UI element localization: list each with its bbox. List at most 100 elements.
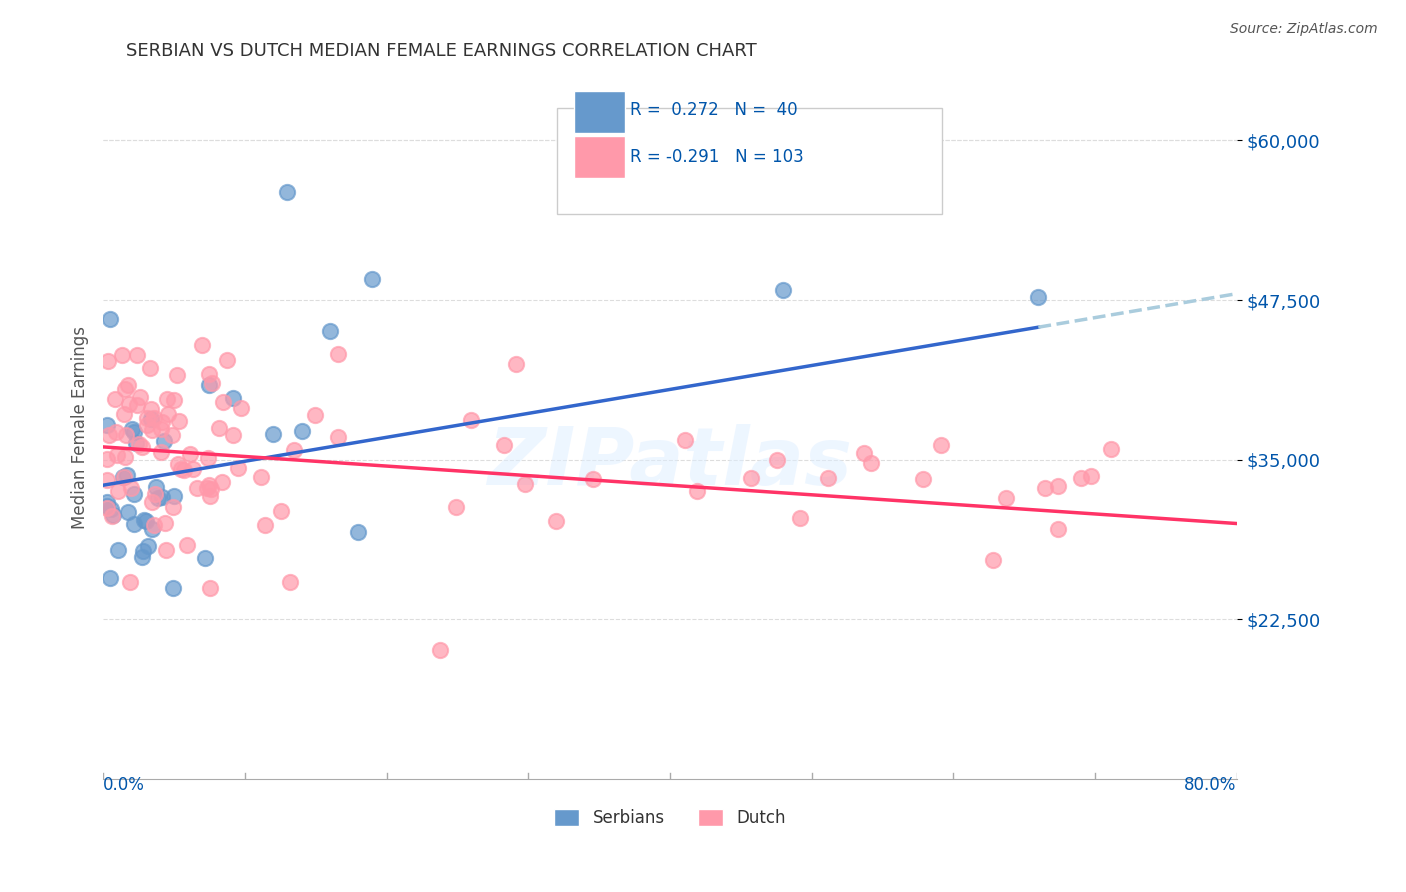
Point bbox=[995, 491, 1018, 505]
Point bbox=[429, 642, 451, 657]
Point bbox=[673, 433, 696, 447]
Point bbox=[740, 471, 762, 485]
Point bbox=[1070, 470, 1092, 484]
Point bbox=[136, 539, 159, 553]
Point bbox=[96, 417, 118, 432]
Point bbox=[929, 438, 952, 452]
Point bbox=[112, 407, 135, 421]
Point bbox=[304, 408, 326, 422]
Text: SERBIAN VS DUTCH MEDIAN FEMALE EARNINGS CORRELATION CHART: SERBIAN VS DUTCH MEDIAN FEMALE EARNINGS … bbox=[125, 42, 756, 60]
Text: 0.0%: 0.0% bbox=[103, 776, 145, 795]
Text: Source: ZipAtlas.com: Source: ZipAtlas.com bbox=[1230, 22, 1378, 37]
Point bbox=[96, 494, 118, 508]
Point bbox=[150, 490, 173, 504]
Point bbox=[912, 472, 935, 486]
Point bbox=[107, 484, 129, 499]
Point bbox=[166, 457, 188, 471]
Point bbox=[141, 402, 163, 417]
Text: R =  0.272   N =  40: R = 0.272 N = 40 bbox=[630, 102, 797, 120]
Point bbox=[160, 427, 183, 442]
Point bbox=[117, 378, 139, 392]
Point bbox=[211, 475, 233, 489]
Point bbox=[162, 582, 184, 596]
Point bbox=[222, 428, 245, 442]
Point bbox=[135, 418, 157, 433]
Point bbox=[1046, 522, 1069, 536]
Point bbox=[1046, 479, 1069, 493]
Point bbox=[135, 411, 157, 425]
Point bbox=[201, 376, 224, 390]
Point bbox=[132, 543, 155, 558]
Point bbox=[276, 185, 298, 199]
Point bbox=[981, 552, 1004, 566]
Point bbox=[249, 470, 271, 484]
Point bbox=[326, 430, 349, 444]
Point bbox=[114, 450, 136, 465]
Point bbox=[100, 501, 122, 516]
Point bbox=[163, 392, 186, 407]
Point bbox=[278, 574, 301, 589]
Point bbox=[141, 522, 163, 536]
Point bbox=[173, 463, 195, 477]
Point bbox=[179, 447, 201, 461]
Point bbox=[114, 382, 136, 396]
Point bbox=[492, 438, 515, 452]
Point bbox=[200, 482, 222, 496]
Point bbox=[96, 500, 118, 514]
Point bbox=[852, 446, 875, 460]
Point bbox=[181, 462, 204, 476]
Text: ZIPatlas: ZIPatlas bbox=[488, 424, 852, 502]
Text: R = -0.291   N = 103: R = -0.291 N = 103 bbox=[630, 148, 804, 167]
Point bbox=[162, 500, 184, 515]
Point bbox=[138, 360, 160, 375]
Point bbox=[120, 481, 142, 495]
Point bbox=[121, 422, 143, 436]
Point bbox=[132, 513, 155, 527]
FancyBboxPatch shape bbox=[557, 108, 942, 213]
Point bbox=[283, 443, 305, 458]
Point bbox=[98, 427, 121, 442]
Point bbox=[150, 416, 173, 430]
Point bbox=[270, 504, 292, 518]
Point bbox=[141, 495, 163, 509]
Point bbox=[104, 425, 127, 439]
Point bbox=[290, 424, 312, 438]
Point bbox=[347, 525, 370, 540]
Point bbox=[198, 378, 221, 392]
Point bbox=[207, 421, 229, 435]
Legend: Serbians, Dutch: Serbians, Dutch bbox=[547, 802, 793, 834]
Point bbox=[143, 487, 166, 501]
Point bbox=[262, 427, 284, 442]
Point bbox=[129, 390, 152, 404]
Point bbox=[145, 480, 167, 494]
FancyBboxPatch shape bbox=[574, 136, 624, 178]
Point bbox=[515, 477, 537, 491]
Point bbox=[686, 483, 709, 498]
Point bbox=[176, 538, 198, 552]
Point bbox=[155, 542, 177, 557]
Point bbox=[122, 487, 145, 501]
Point bbox=[105, 448, 128, 462]
Point bbox=[101, 509, 124, 524]
Point bbox=[460, 413, 482, 427]
Point bbox=[96, 501, 118, 516]
Point bbox=[167, 414, 190, 428]
Point bbox=[215, 353, 238, 368]
Point bbox=[112, 469, 135, 483]
FancyBboxPatch shape bbox=[574, 91, 624, 133]
Point bbox=[96, 451, 118, 466]
Point bbox=[1099, 442, 1122, 456]
Point bbox=[131, 549, 153, 564]
Point bbox=[104, 392, 127, 406]
Point bbox=[111, 470, 134, 484]
Point bbox=[212, 394, 235, 409]
Point bbox=[98, 312, 121, 326]
Point bbox=[222, 391, 245, 405]
Y-axis label: Median Female Earnings: Median Female Earnings bbox=[72, 326, 89, 529]
Point bbox=[139, 411, 162, 425]
Point bbox=[186, 482, 208, 496]
Point bbox=[125, 348, 148, 362]
Point bbox=[197, 451, 219, 466]
Point bbox=[253, 518, 276, 533]
Point bbox=[111, 348, 134, 362]
